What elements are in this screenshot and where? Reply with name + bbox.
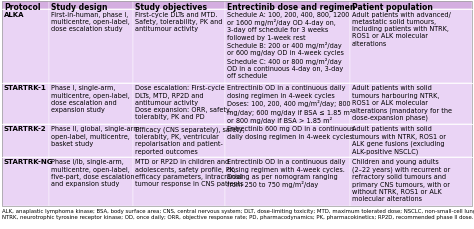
Text: Adult patients with advanced/
metastatic solid tumours,
including patients with : Adult patients with advanced/ metastatic… (352, 12, 451, 46)
Text: Phase I, single-arm,
multicentre, open-label,
dose escalation and
expansion stud: Phase I, single-arm, multicentre, open-l… (51, 85, 129, 113)
Text: Entrectinib dose and regimen: Entrectinib dose and regimen (228, 3, 356, 12)
Text: Study objectives: Study objectives (135, 3, 207, 12)
Bar (225, 124, 350, 157)
Bar (225, 10, 350, 84)
Text: Children and young adults
(2–22 years) with recurrent or
refractory solid tumour: Children and young adults (2–22 years) w… (352, 159, 450, 201)
Bar (133, 10, 225, 84)
Text: STARTRK-2: STARTRK-2 (4, 126, 46, 132)
Text: Entrectinib OD in a continuous daily
dosing regimen in 4-week cycles
Doses: 100,: Entrectinib OD in a continuous daily dos… (228, 85, 353, 124)
Bar (2, 2, 49, 10)
Bar (49, 2, 133, 10)
Bar (2, 2, 472, 206)
Text: Phase II, global, single-arm,
open-label, multicentre,
basket study: Phase II, global, single-arm, open-label… (51, 126, 141, 146)
Bar (133, 2, 225, 10)
Text: Adult patients with solid
tumours with NTRK, ROS1 or
ALK gene fusions (excluding: Adult patients with solid tumours with N… (352, 126, 446, 155)
Text: Patient population: Patient population (352, 3, 433, 12)
Bar (350, 2, 472, 10)
Bar (49, 84, 133, 124)
Text: Efficacy (CNS separately), safety,
tolerabity, PK, ventricular
repolarisation an: Efficacy (CNS separately), safety, toler… (135, 126, 245, 154)
Bar (350, 10, 472, 84)
Text: ALKA: ALKA (4, 12, 25, 18)
Text: Dose escalation: First-cycle
DLTs, MTD, RP2D and
antitumour activity
Dose expans: Dose escalation: First-cycle DLTs, MTD, … (135, 85, 232, 120)
Text: First-cycle DLTs and MTD.
Safety, tolerability, PK and
antitumour activity: First-cycle DLTs and MTD. Safety, tolera… (135, 12, 222, 32)
Text: STARTRK-1: STARTRK-1 (4, 85, 47, 91)
Text: Adult patients with solid
tumours harbouring NTRK,
ROS1 or ALK molecular
alterat: Adult patients with solid tumours harbou… (352, 85, 452, 121)
Text: Study design: Study design (51, 3, 107, 12)
Bar (350, 157, 472, 206)
Bar (2, 124, 49, 157)
Bar (2, 84, 49, 124)
Bar (2, 10, 49, 84)
Text: First-in-human, phase I,
multicentre, open-label,
dose escalation study: First-in-human, phase I, multicentre, op… (51, 12, 129, 32)
Text: ALK, anaplastic lymphoma kinase; BSA, body surface area; CNS, central nervous sy: ALK, anaplastic lymphoma kinase; BSA, bo… (2, 208, 474, 219)
Bar (49, 124, 133, 157)
Bar (49, 157, 133, 206)
Bar (2, 157, 49, 206)
Bar (225, 157, 350, 206)
Bar (350, 124, 472, 157)
Bar (350, 84, 472, 124)
Text: STARTRK-NG: STARTRK-NG (4, 159, 54, 165)
Text: MTD or RP2D in children and
adolescents, safety profile, PK,
efficacy parameters: MTD or RP2D in children and adolescents,… (135, 159, 244, 186)
Text: Entrectinib 600 mg OD in a continuous
daily dosing regimen in 4-week cycles: Entrectinib 600 mg OD in a continuous da… (228, 126, 355, 139)
Bar (133, 84, 225, 124)
Bar (133, 157, 225, 206)
Bar (225, 2, 350, 10)
Bar (225, 84, 350, 124)
Text: Entrectinib OD in a continuous daily
dosing regimen with 4-week cycles.
Dosing a: Entrectinib OD in a continuous daily dos… (228, 159, 346, 188)
Text: Schedule A: 100, 200, 400, 800, 1200
or 1600 mg/m²/day OD 4-day on,
3-day off sc: Schedule A: 100, 200, 400, 800, 1200 or … (228, 12, 350, 79)
Bar (133, 124, 225, 157)
Text: Protocol: Protocol (4, 3, 40, 12)
Text: Phase I/Ib, single-arm,
multicentre, open-label,
five-part, dose escalation
and : Phase I/Ib, single-arm, multicentre, ope… (51, 159, 134, 186)
Bar (49, 10, 133, 84)
